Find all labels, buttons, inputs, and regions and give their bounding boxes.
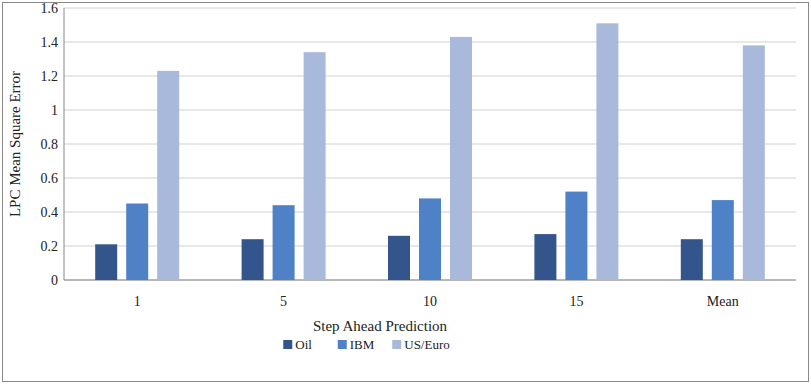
bar	[450, 37, 472, 280]
bar	[596, 23, 618, 280]
legend-swatch	[392, 340, 401, 349]
chart-container: 00.20.40.60.811.21.41.6151015MeanStep Ah…	[0, 0, 811, 384]
bar	[681, 239, 703, 280]
bar	[565, 192, 587, 280]
bar	[242, 239, 264, 280]
y-axis-line	[64, 8, 65, 280]
x-tick-label: 10	[423, 294, 437, 309]
bar	[273, 205, 295, 280]
y-tick-label: 0.2	[41, 239, 59, 254]
y-axis-title: LPC Mean Square Error	[7, 71, 23, 217]
bar	[534, 234, 556, 280]
y-tick-label: 0.4	[41, 205, 59, 220]
legend-swatch	[283, 340, 292, 349]
grid-line	[64, 8, 796, 9]
bar	[419, 198, 441, 280]
chart-frame	[3, 3, 809, 382]
y-tick-label: 0.6	[41, 171, 59, 186]
legend: Oil IBM US/Euro	[283, 337, 450, 352]
bar	[712, 200, 734, 280]
x-tick-label: 5	[280, 294, 287, 309]
bar	[304, 52, 326, 280]
bars-group	[95, 23, 765, 280]
x-tick-label: 1	[134, 294, 141, 309]
x-tick-label: Mean	[707, 294, 739, 309]
chart-svg: 00.20.40.60.811.21.41.6151015MeanStep Ah…	[0, 0, 811, 384]
y-tick-label: 1	[51, 103, 58, 118]
legend-label: Oil	[295, 337, 312, 352]
y-tick-label: 1.6	[41, 1, 59, 16]
bar	[157, 71, 179, 280]
y-tick-label: 1.2	[41, 69, 59, 84]
legend-label: IBM	[350, 337, 375, 352]
x-tick-label: 15	[569, 294, 583, 309]
bar	[743, 45, 765, 280]
legend-swatch	[338, 340, 347, 349]
grid-line	[64, 42, 796, 43]
y-tick-label: 1.4	[41, 35, 59, 50]
bar	[126, 204, 148, 281]
y-tick-label: 0	[51, 273, 58, 288]
y-tick-label: 0.8	[41, 137, 59, 152]
bar	[95, 244, 117, 280]
bar	[388, 236, 410, 280]
legend-label: US/Euro	[404, 337, 450, 352]
x-axis-title: Step Ahead Prediction	[313, 318, 448, 334]
